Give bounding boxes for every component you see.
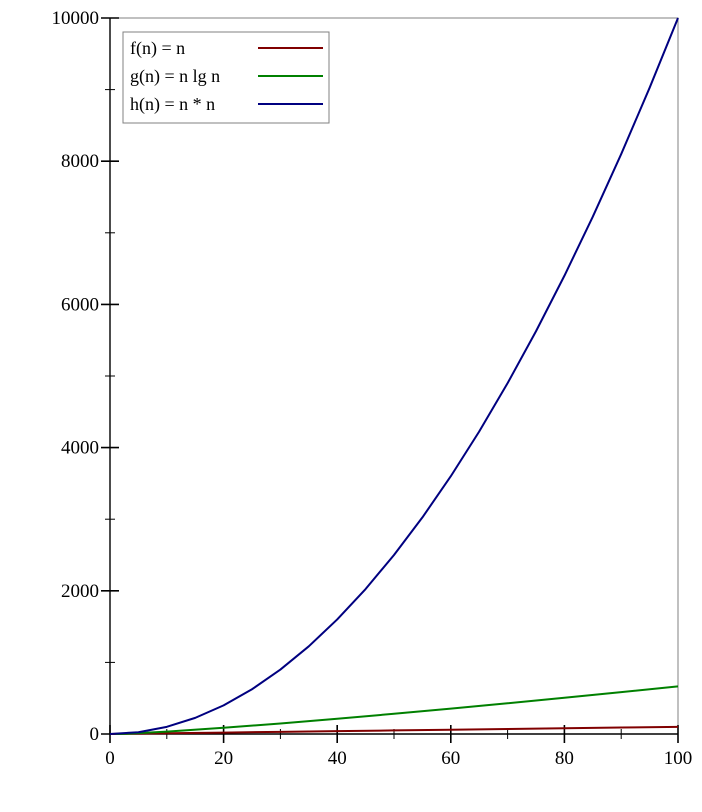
axes: 0 2000 4000 6000 8000 10000 0 20 40 60 80 100 [52, 8, 693, 769]
x-tick-label: 80 [555, 748, 574, 769]
series-line-3 [109, 17, 679, 735]
x-tick-label: 100 [664, 748, 693, 769]
series-group [109, 17, 679, 735]
x-tick-label: 40 [328, 748, 347, 769]
y-tick-label: 6000 [61, 294, 99, 315]
legend-label-2: g(n) = n lg n [130, 66, 220, 87]
x-tick-label: 0 [105, 748, 115, 769]
y-tick-label: 10000 [52, 8, 100, 29]
x-tick-label: 60 [441, 748, 460, 769]
series-line-2 [115, 685, 679, 735]
plot-area [109, 17, 679, 735]
legend-label-3: h(n) = n * n [130, 94, 215, 115]
series-line-1 [109, 725, 679, 735]
y-tick-label: 0 [90, 724, 100, 745]
y-tick-label: 8000 [61, 151, 99, 172]
legend: f(n) = n g(n) = n lg n h(n) = n * n [122, 31, 330, 124]
legend-label-1: f(n) = n [130, 38, 185, 59]
plot-frame [109, 17, 679, 735]
y-tick-label: 2000 [61, 581, 99, 602]
y-tick-label: 4000 [61, 438, 99, 459]
x-tick-label: 20 [214, 748, 233, 769]
